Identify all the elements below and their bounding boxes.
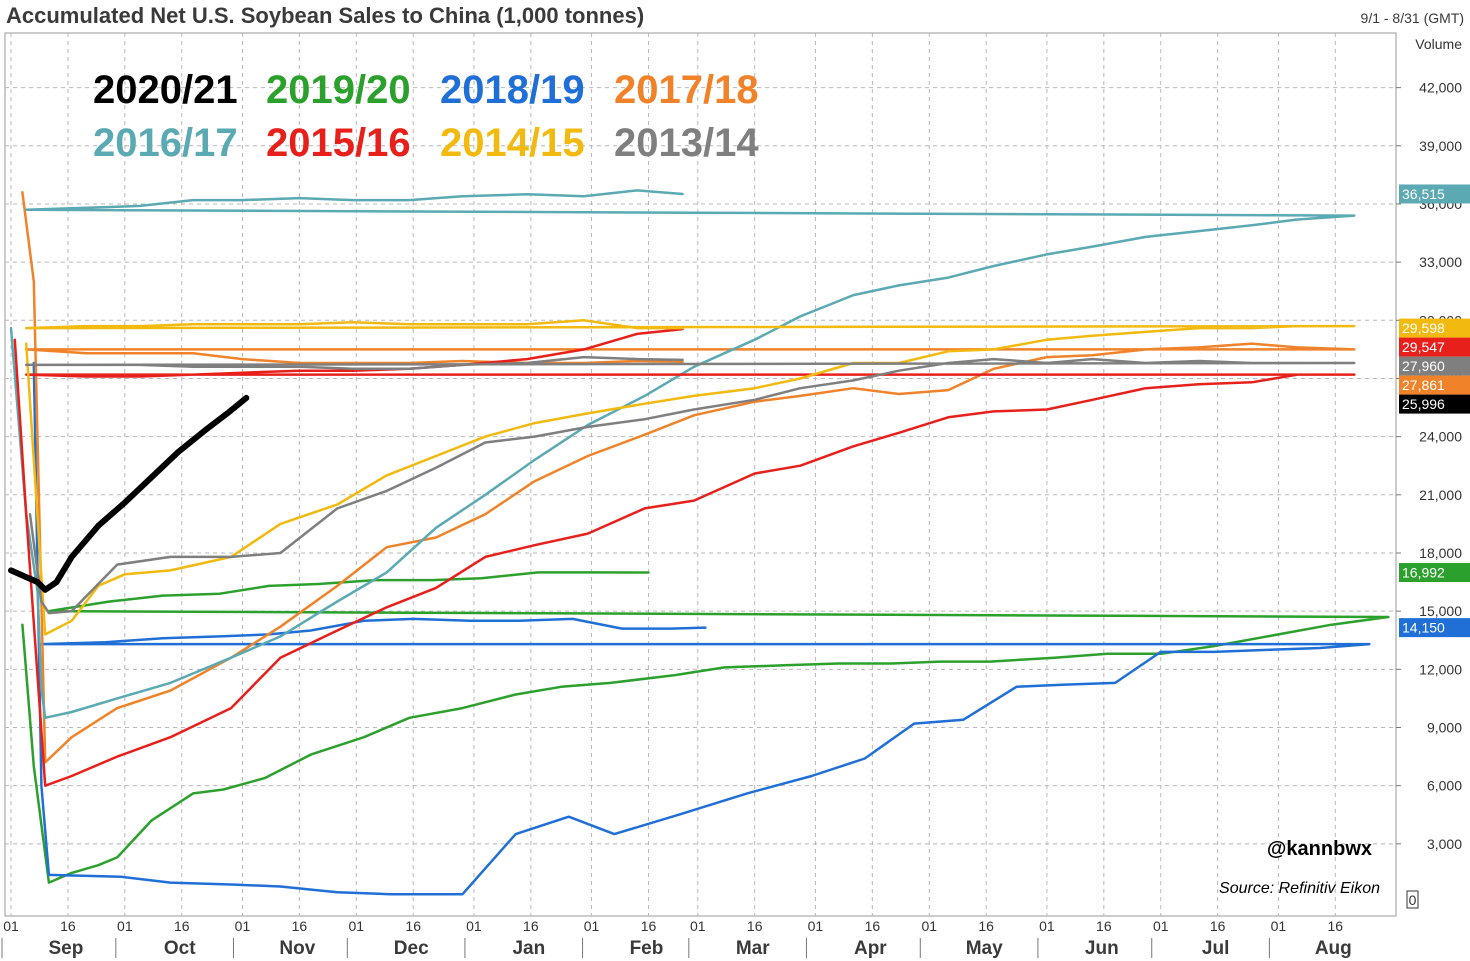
x-month-label: Apr xyxy=(854,938,887,959)
x-tick-label: 16 xyxy=(1327,918,1343,934)
x-tick-label: 16 xyxy=(1210,918,1226,934)
y-tick-label: 42,000 xyxy=(1419,80,1462,96)
end-label-bg xyxy=(1399,337,1470,357)
y-tick-label: 18,000 xyxy=(1419,545,1462,561)
series-layer xyxy=(8,189,1390,896)
series-line-2017-18 xyxy=(21,191,1356,764)
y-tick-label: 15,000 xyxy=(1419,603,1462,619)
legend-layer: 2020/21 2019/20 2018/19 2017/18 2016/17 2015/… xyxy=(93,68,759,165)
series-line-2013-14 xyxy=(24,355,1356,615)
legend-entry: 2014/15 xyxy=(440,121,585,165)
legend-entry: 2013/14 xyxy=(614,121,759,165)
series-line-2019-20 xyxy=(21,571,1390,884)
x-month-label: Aug xyxy=(1315,938,1352,959)
x-tick-label: 01 xyxy=(1153,918,1169,934)
end-value-label: 27,960 xyxy=(1402,358,1445,374)
x-tick-label: 16 xyxy=(747,918,763,934)
end-value-label: 29,598 xyxy=(1402,320,1445,336)
x-month-label: Oct xyxy=(164,938,196,959)
legend-entry: 2020/21 xyxy=(93,68,238,112)
zero-label-box xyxy=(1406,890,1419,909)
series-line-2015-16 xyxy=(13,327,1356,787)
source-note: Source: Refinitiv Eikon xyxy=(1219,880,1380,897)
x-tick-label: 01 xyxy=(3,918,19,934)
legend-entry: 2018/19 xyxy=(440,68,585,112)
x-month-label: Jan xyxy=(512,938,545,959)
x-tick-label: 16 xyxy=(292,918,308,934)
x-tick-label: 01 xyxy=(808,918,824,934)
x-tick-label: 16 xyxy=(60,918,76,934)
x-month-label: Sep xyxy=(48,938,83,959)
axis-layer: 3,000 6,000 9,000 12,000 15,000 18,000 21,000 2… xyxy=(1,36,1462,959)
series-line-2016-17 xyxy=(9,189,1356,720)
x-tick-label: 01 xyxy=(584,918,600,934)
end-label-bg xyxy=(1399,184,1470,204)
legend-entry: 2016/17 xyxy=(93,121,238,165)
x-tick-label: 16 xyxy=(523,918,539,934)
watermark: @kannbwx xyxy=(1267,838,1372,860)
x-tick-label: 01 xyxy=(117,918,133,934)
y-tick-label: 33,000 xyxy=(1419,254,1462,270)
end-label-bg xyxy=(1399,563,1470,583)
end-label-layer: 36,515 29,598 29,547 27,960 27,861 25,996 16,9… xyxy=(1399,184,1470,638)
series-line-2018-19 xyxy=(32,361,1371,896)
x-tick-label: 01 xyxy=(349,918,365,934)
end-value-label: 25,996 xyxy=(1402,396,1445,412)
x-month-label: Mar xyxy=(736,938,770,959)
x-month-label: Feb xyxy=(630,938,664,959)
y-tick-label: 3,000 xyxy=(1427,836,1462,852)
legend-entry: 2017/18 xyxy=(614,68,759,112)
x-month-label: Jul xyxy=(1202,938,1229,959)
series-line-2014-15 xyxy=(24,319,1356,636)
plot-frame xyxy=(4,32,1397,917)
x-tick-label: 16 xyxy=(1096,918,1112,934)
x-tick-label: 16 xyxy=(174,918,190,934)
end-label-bg xyxy=(1399,618,1470,638)
x-tick-label: 01 xyxy=(921,918,937,934)
y-axis-label: Volume xyxy=(1415,36,1462,52)
x-tick-label: 01 xyxy=(466,918,482,934)
x-tick-label: 16 xyxy=(405,918,421,934)
y-tick-label: 21,000 xyxy=(1419,487,1462,503)
end-value-label: 16,992 xyxy=(1402,565,1445,581)
end-value-label: 27,861 xyxy=(1402,377,1445,393)
grid-layer xyxy=(4,32,1397,917)
x-tick-label: 01 xyxy=(1271,918,1287,934)
x-tick-label: 16 xyxy=(641,918,657,934)
x-tick-label: 01 xyxy=(235,918,251,934)
y-tick-label: 12,000 xyxy=(1419,661,1462,677)
y-tick-label: 6,000 xyxy=(1427,778,1462,794)
legend-entry: 2019/20 xyxy=(266,68,411,112)
end-label-bg xyxy=(1399,394,1470,414)
y-zero-label: 0 xyxy=(1409,892,1417,908)
date-range: 9/1 - 8/31 (GMT) xyxy=(1360,10,1464,26)
x-month-label: Jun xyxy=(1085,938,1119,959)
end-value-label: 36,515 xyxy=(1402,186,1445,202)
chart-title: Accumulated Net U.S. Soybean Sales to Ch… xyxy=(6,3,645,28)
y-tick-label: 9,000 xyxy=(1427,719,1462,735)
end-label-bg xyxy=(1399,356,1470,376)
y-tick-label: 24,000 xyxy=(1419,429,1462,445)
end-value-label: 14,150 xyxy=(1402,620,1445,636)
x-tick-label: 01 xyxy=(690,918,706,934)
x-month-label: Dec xyxy=(394,938,429,959)
x-tick-label: 16 xyxy=(865,918,881,934)
x-month-label: May xyxy=(966,938,1003,959)
end-label-bg xyxy=(1399,375,1470,395)
series-line-2020-21 xyxy=(8,394,250,593)
x-tick-label: 16 xyxy=(978,918,994,934)
end-label-bg xyxy=(1399,318,1470,338)
x-month-label: Nov xyxy=(279,938,315,959)
x-tick-label: 01 xyxy=(1039,918,1055,934)
legend-entry: 2015/16 xyxy=(266,121,411,165)
y-tick-label: 39,000 xyxy=(1419,138,1462,154)
end-value-label: 29,547 xyxy=(1402,339,1445,355)
